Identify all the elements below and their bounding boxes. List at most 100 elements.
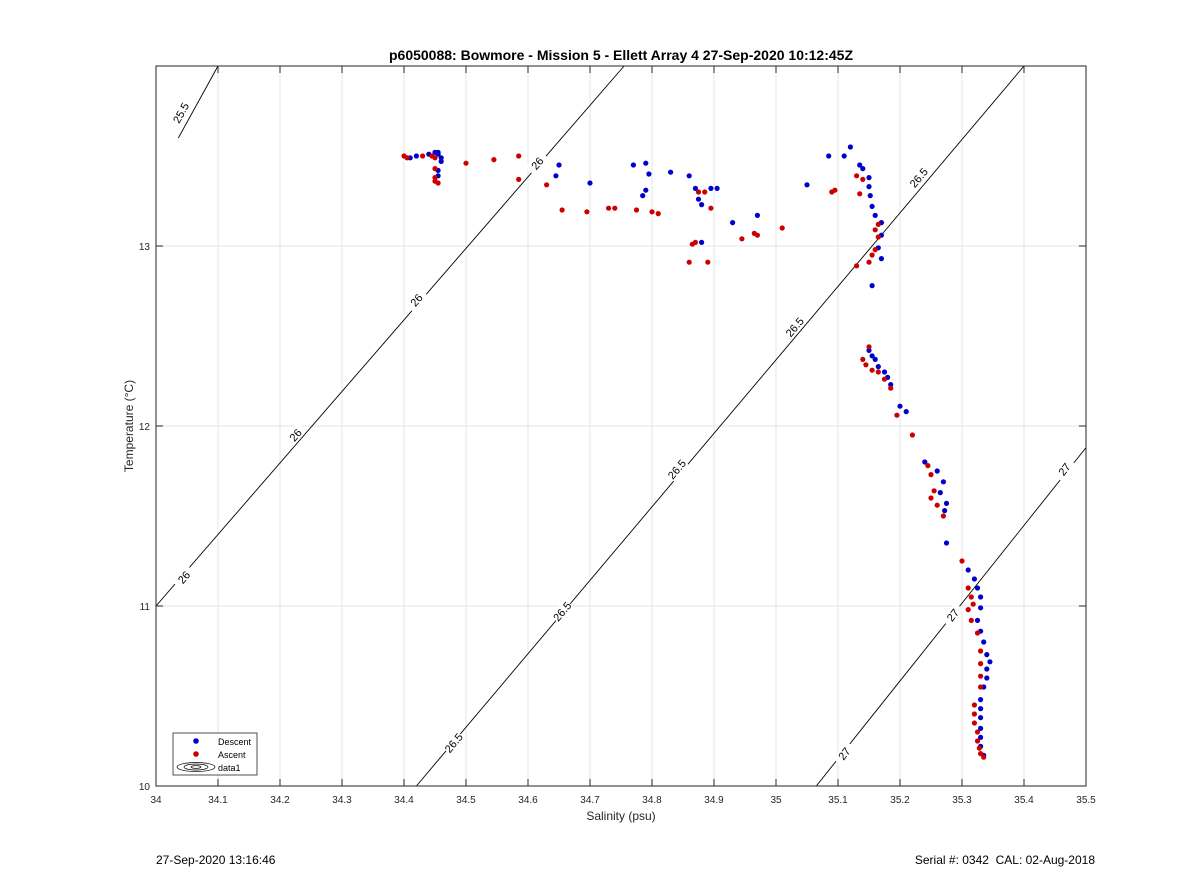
descent-point	[869, 283, 875, 289]
ascent-point	[432, 155, 438, 161]
ascent-point	[491, 157, 497, 163]
descent-point	[978, 725, 984, 732]
ascent-point	[854, 263, 860, 269]
ascent-point	[965, 585, 971, 591]
descent-point	[974, 585, 981, 591]
descent-point	[888, 382, 894, 388]
isopycnal-label-gap	[404, 287, 429, 313]
descent-point	[872, 356, 878, 362]
ascent-point	[432, 175, 438, 181]
descent-point	[692, 185, 699, 191]
ascent-point	[971, 720, 978, 726]
x-tick-label: 35.1	[828, 795, 848, 806]
ascent-point	[875, 221, 881, 227]
ascent-point	[978, 751, 984, 757]
x-axis-ticks: 34 34.1 34.2 34.3 34.4 34.5 34.6 34.7 34.8 34.9 35…	[150, 66, 1096, 806]
descent-point	[971, 576, 978, 582]
descent-point	[754, 212, 761, 218]
ascent-point	[888, 385, 894, 391]
ascent-point	[584, 209, 590, 215]
isopycnal-line-26.5	[416, 65, 1025, 787]
ascent-point	[463, 160, 469, 166]
isopycnal-label-gap	[941, 602, 965, 628]
ascent-point	[702, 189, 708, 195]
descent-point	[942, 508, 948, 514]
x-tick-label: 34.1	[208, 795, 228, 806]
ascent-point	[981, 754, 987, 760]
isopycnal-label-gap	[665, 456, 689, 482]
descent-point	[987, 659, 993, 665]
x-tick-label: 34.9	[704, 795, 724, 806]
descent-point	[643, 187, 649, 193]
ascent-point	[404, 155, 410, 161]
ascent-point	[739, 236, 745, 242]
descent-point	[646, 171, 652, 177]
descent-point	[847, 144, 854, 150]
descent-point	[981, 639, 987, 645]
descent-point	[730, 220, 736, 226]
ascent-point	[976, 745, 982, 751]
legend-descent-marker	[193, 738, 199, 744]
ascent-point	[974, 729, 981, 735]
descent-point	[435, 151, 441, 157]
descent-point	[438, 155, 444, 161]
ascent-point	[544, 182, 550, 188]
x-tick-label: 35.2	[890, 795, 910, 806]
descent-point	[866, 347, 872, 353]
ascent-point	[968, 594, 974, 600]
isopycnal-label: 27	[1057, 461, 1074, 478]
ascent-point	[971, 711, 978, 717]
footer-serial-calibration: Serial #: 0342 CAL: 02-Aug-2018	[914, 853, 1095, 867]
isopycnal-label: 27	[836, 746, 853, 763]
ascent-point	[655, 211, 661, 217]
descent-point	[903, 409, 909, 415]
ascent-point	[866, 259, 872, 265]
descent-point	[984, 675, 990, 681]
descent-point	[857, 162, 863, 168]
descent-point	[978, 605, 984, 611]
ascent-point	[779, 225, 785, 231]
descent-point	[699, 239, 705, 245]
ascent-point	[516, 153, 522, 159]
ascent-point	[516, 176, 522, 182]
ascent-point	[978, 684, 984, 690]
descent-point	[438, 158, 444, 164]
ascent-point	[606, 205, 612, 211]
descent-point	[866, 184, 872, 190]
ascent-point	[612, 205, 618, 211]
descent-point	[875, 364, 881, 370]
ascent-point	[974, 630, 981, 636]
descent-point	[943, 540, 950, 546]
descent-point	[686, 173, 692, 179]
descent-point	[984, 652, 990, 658]
ascent-point	[928, 472, 934, 478]
descent-point	[643, 160, 649, 166]
legend: Descent Ascent data1	[172, 732, 258, 776]
descent-point	[714, 185, 720, 191]
x-axis-label: Salinity (psu)	[586, 809, 655, 823]
legend-descent-label: Descent	[218, 737, 252, 747]
isopycnal-label-gap	[1052, 456, 1076, 482]
ascent-point	[860, 176, 866, 182]
descent-point	[630, 162, 637, 168]
isopycnal-label-gap	[283, 422, 308, 448]
ascent-point	[875, 369, 881, 375]
ascent-point	[894, 412, 900, 418]
x-tick-label: 34.7	[580, 795, 600, 806]
isopycnal-label-gap	[782, 314, 807, 340]
ascent-point	[863, 362, 869, 368]
ascent-point	[857, 191, 863, 197]
isopycnal-label-gap	[525, 150, 550, 176]
ascent-point	[432, 166, 438, 172]
ascent-point	[940, 513, 947, 519]
descent-point	[984, 666, 990, 672]
x-tick-label: 34	[150, 795, 162, 806]
descent-point	[860, 166, 866, 172]
ascent-point	[695, 189, 702, 195]
ascent-point	[928, 495, 934, 501]
descent-point	[978, 734, 984, 741]
descent-point	[804, 182, 810, 188]
data-points	[401, 144, 993, 760]
descent-point	[695, 196, 702, 202]
ascent-point	[872, 227, 878, 233]
